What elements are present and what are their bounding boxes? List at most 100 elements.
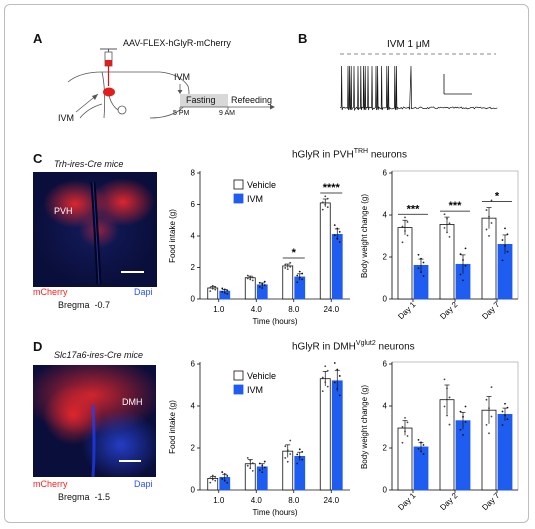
data-point (214, 285, 217, 288)
bar-vehicle (319, 378, 331, 491)
legend-swatch-ivm (233, 193, 244, 204)
y-tick-label: 2 (191, 444, 196, 453)
data-point (404, 430, 406, 433)
data-point (223, 288, 226, 291)
ivm-timeline-label: IVM (174, 72, 191, 82)
data-point (446, 231, 448, 234)
data-point (336, 237, 339, 240)
data-point (462, 259, 464, 261)
data-point (443, 378, 446, 381)
data-point (246, 464, 249, 467)
x-tick-label: 4.0 (251, 496, 263, 505)
data-point (448, 396, 451, 399)
data-point (298, 276, 301, 279)
data-point (301, 458, 304, 461)
data-point (258, 281, 261, 284)
data-point (326, 385, 329, 388)
data-point (261, 287, 264, 289)
data-point (324, 365, 327, 368)
refeeding-label: Refeeding (231, 95, 273, 105)
data-point (209, 477, 212, 480)
panel-d-mouse-line: Slc17a6-ires-Cre mice (54, 350, 144, 360)
data-point (258, 469, 261, 472)
data-point (506, 250, 509, 253)
x-tick-label: 1.0 (213, 305, 225, 314)
brain-contour (101, 71, 106, 119)
data-point (420, 441, 422, 444)
y-axis-label: Food intake (g) (168, 209, 177, 263)
data-point (296, 453, 299, 456)
data-point (321, 376, 324, 379)
data-point (459, 273, 462, 276)
bar-ivm (331, 380, 343, 491)
panel-d-micrograph (33, 365, 156, 477)
y-tick-label: 4 (383, 211, 388, 220)
bar-ivm (455, 420, 471, 491)
x-tick-label: 4.0 (251, 305, 263, 314)
data-point (420, 257, 422, 260)
data-point (422, 275, 425, 277)
x-tick-label: Day 2 (438, 300, 460, 322)
y-axis-label: Body weight change (g) (360, 385, 369, 469)
legend-swatch-vehicle (233, 179, 244, 190)
legend-swatch-ivm (233, 384, 244, 395)
data-point (284, 457, 287, 459)
data-point (261, 464, 264, 467)
x-tick-label: Day 1 (396, 491, 418, 513)
data-point (459, 428, 462, 431)
data-point (249, 467, 252, 470)
data-point (209, 286, 212, 289)
data-point (289, 261, 292, 264)
y-tick-label: 4 (191, 402, 196, 411)
bar-ivm (294, 456, 306, 491)
data-point (417, 267, 420, 270)
data-point (286, 460, 289, 463)
data-point (404, 230, 406, 232)
data-point (417, 253, 420, 256)
bar-ivm (256, 466, 268, 491)
data-point (324, 195, 327, 198)
bar-ivm (497, 414, 513, 491)
data-point (211, 474, 214, 477)
data-point (401, 441, 404, 444)
y-tick-label: 2 (383, 253, 388, 262)
data-point (338, 394, 341, 397)
panel-label-d: D (33, 339, 43, 354)
data-point (338, 230, 341, 233)
data-point (485, 228, 488, 231)
x-tick-label: Day 7 (480, 300, 502, 322)
panel-label-b: B (298, 31, 308, 46)
data-point (422, 453, 425, 455)
bar-vehicle (207, 287, 219, 300)
data-point (485, 209, 488, 211)
data-point (226, 292, 229, 295)
legend-label-vehicle: Vehicle (247, 180, 276, 190)
data-point (406, 421, 409, 424)
y-tick-label: 0 (191, 486, 196, 495)
data-point (333, 362, 336, 364)
data-point (296, 281, 299, 284)
significance-mark: *** (407, 203, 421, 215)
neuron-axon (108, 95, 119, 111)
data-point (284, 445, 287, 448)
x-axis-label: Time (hours) (252, 508, 297, 517)
start-time-label: 5 PM (173, 110, 190, 117)
data-point (485, 398, 488, 401)
data-point (326, 197, 329, 200)
data-point (448, 423, 451, 426)
data-point (301, 450, 304, 453)
data-point (249, 275, 252, 278)
data-point (422, 444, 425, 446)
significance-mark: **** (323, 182, 341, 194)
data-point (209, 481, 212, 484)
y-tick-label: 2 (191, 263, 196, 272)
y-tick-label: 0 (383, 486, 388, 495)
data-point (490, 415, 493, 418)
data-point (459, 410, 462, 413)
data-point (246, 277, 249, 280)
data-point (324, 203, 327, 206)
data-point (226, 481, 229, 484)
data-point (289, 453, 292, 455)
data-point (443, 226, 446, 229)
voltage-trace (339, 65, 498, 112)
